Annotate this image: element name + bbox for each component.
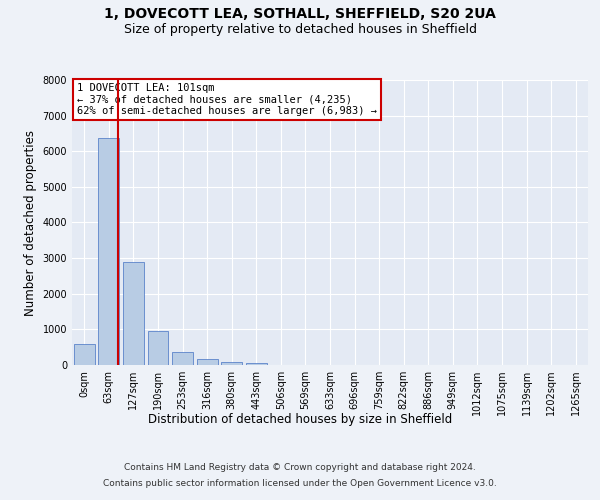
Text: 1 DOVECOTT LEA: 101sqm
← 37% of detached houses are smaller (4,235)
62% of semi-: 1 DOVECOTT LEA: 101sqm ← 37% of detached… xyxy=(77,83,377,116)
Bar xyxy=(197,359,218,365)
Bar xyxy=(221,362,242,365)
Bar xyxy=(172,352,193,365)
Bar xyxy=(148,331,169,365)
Text: Distribution of detached houses by size in Sheffield: Distribution of detached houses by size … xyxy=(148,412,452,426)
Text: Size of property relative to detached houses in Sheffield: Size of property relative to detached ho… xyxy=(124,22,476,36)
Bar xyxy=(123,262,144,365)
Text: Contains public sector information licensed under the Open Government Licence v3: Contains public sector information licen… xyxy=(103,479,497,488)
Bar xyxy=(246,363,267,365)
Text: Contains HM Land Registry data © Crown copyright and database right 2024.: Contains HM Land Registry data © Crown c… xyxy=(124,462,476,471)
Bar xyxy=(74,344,95,365)
Text: 1, DOVECOTT LEA, SOTHALL, SHEFFIELD, S20 2UA: 1, DOVECOTT LEA, SOTHALL, SHEFFIELD, S20… xyxy=(104,8,496,22)
Bar xyxy=(98,138,119,365)
Y-axis label: Number of detached properties: Number of detached properties xyxy=(24,130,37,316)
